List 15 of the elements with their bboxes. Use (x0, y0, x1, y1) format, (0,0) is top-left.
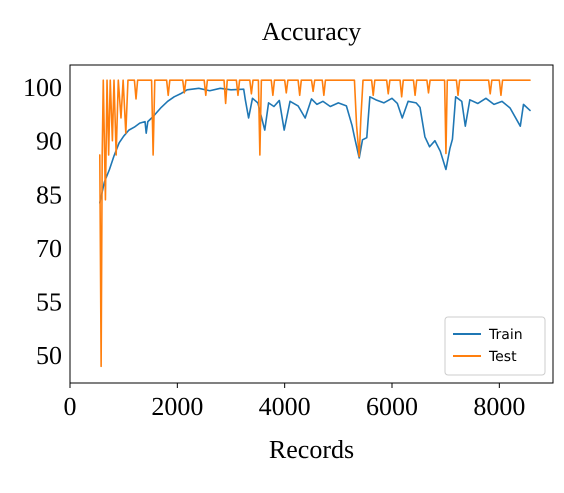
x-tick-label: 4000 (258, 392, 311, 421)
legend-label: Test (488, 348, 518, 365)
text: 100 (23, 73, 62, 102)
x-tick-label: 2000 (151, 392, 204, 421)
text: 70 (36, 234, 62, 263)
legend-label: Train (488, 326, 523, 343)
text: 55 (36, 288, 62, 316)
x-tick-label: 0 (64, 392, 76, 421)
x-tick-label: 6000 (366, 392, 418, 421)
chart-title: Accuracy (262, 17, 362, 46)
text: 90 (36, 126, 62, 156)
text: 85 (36, 180, 62, 210)
x-axis-title: Records (268, 435, 354, 464)
x-tick-label: 8000 (473, 392, 526, 421)
text: 50 (36, 341, 62, 370)
